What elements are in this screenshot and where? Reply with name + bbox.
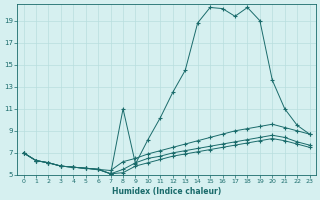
X-axis label: Humidex (Indice chaleur): Humidex (Indice chaleur) [112, 187, 221, 196]
